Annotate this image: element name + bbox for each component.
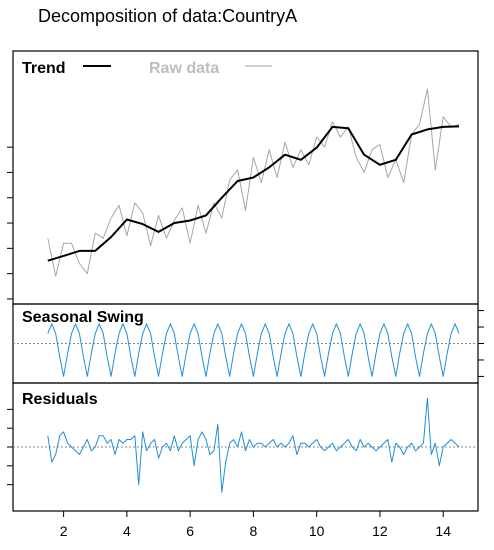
x-tick-label-14: 14 [435, 523, 451, 539]
chart-marks [13, 88, 478, 493]
seasonal-panel-label: Seasonal Swing [22, 309, 144, 326]
raw-data-line [47, 88, 460, 277]
residuals-line [47, 397, 460, 493]
x-tick-label-10: 10 [309, 523, 325, 539]
x-tick-label-12: 12 [372, 523, 388, 539]
chart-axes: 2 4 6 8 10 12 14 [7, 146, 484, 539]
trend-panel-frame [12, 50, 479, 305]
trend-line [47, 125, 460, 262]
x-tick-label-6: 6 [186, 523, 194, 539]
chart-title: Decomposition of data:CountryA [38, 6, 297, 26]
legend-raw-data-label: Raw data [149, 60, 219, 77]
residuals-panel-label: Residuals [22, 391, 98, 408]
x-tick-label-2: 2 [60, 523, 68, 539]
x-tick-label-8: 8 [250, 523, 258, 539]
x-tick-label-4: 4 [123, 523, 131, 539]
trend-panel-label: Trend [22, 60, 66, 77]
seasonal-swing-line [47, 323, 460, 377]
